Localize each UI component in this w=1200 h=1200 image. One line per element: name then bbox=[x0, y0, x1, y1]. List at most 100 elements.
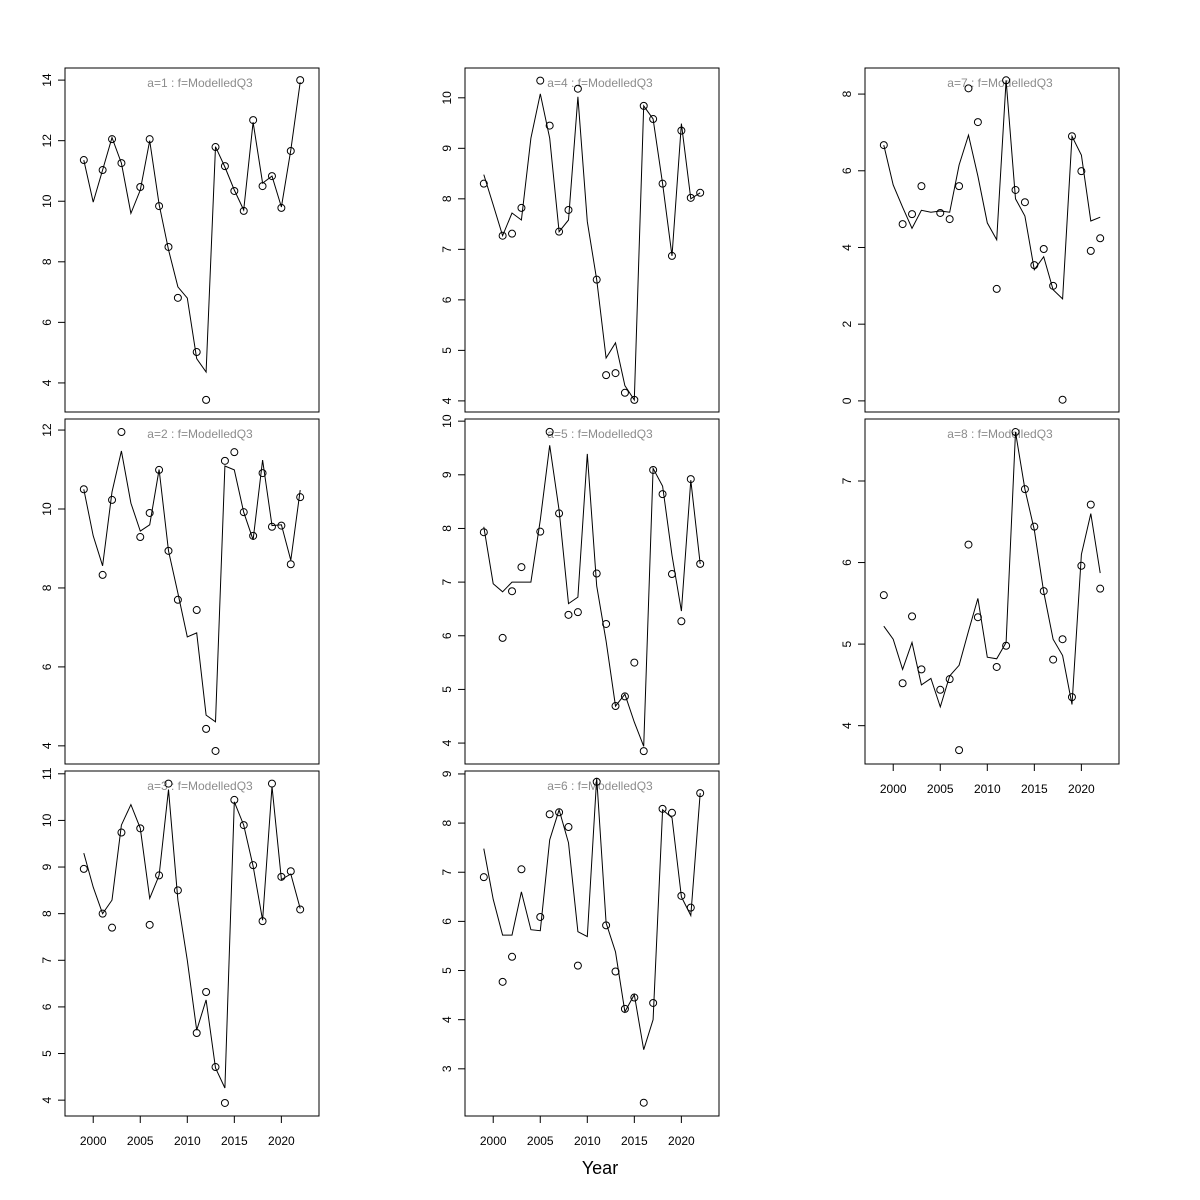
observed-point bbox=[136, 183, 145, 192]
observed-point bbox=[1067, 132, 1076, 141]
y-tick-label: 10 bbox=[40, 502, 54, 516]
observed-point bbox=[164, 546, 173, 555]
x-tick-label: 2005 bbox=[527, 1134, 554, 1148]
observed-point bbox=[536, 912, 545, 921]
observed-point bbox=[536, 76, 545, 85]
observed-point bbox=[108, 923, 117, 932]
observed-point bbox=[258, 917, 267, 926]
observed-point bbox=[498, 231, 507, 240]
observed-point bbox=[508, 952, 517, 961]
observed-point bbox=[267, 522, 276, 531]
observed-point bbox=[686, 193, 695, 202]
observed-point bbox=[602, 619, 611, 628]
observed-point bbox=[573, 84, 582, 93]
panel-title: a=2 : f=ModelledQ3 bbox=[147, 427, 253, 441]
observed-point bbox=[155, 202, 164, 211]
observed-point bbox=[1011, 185, 1020, 194]
observed-point bbox=[117, 828, 126, 837]
observed-point bbox=[992, 662, 1001, 671]
observed-point bbox=[555, 808, 564, 817]
y-tick-label: 9 bbox=[440, 145, 454, 152]
panel-title: a=7 : f=ModelledQ3 bbox=[947, 76, 1053, 90]
modelled-line bbox=[83, 82, 301, 374]
observed-point bbox=[1020, 198, 1029, 207]
observed-point bbox=[277, 521, 286, 530]
y-tick-label: 10 bbox=[40, 194, 54, 208]
observed-point bbox=[936, 208, 945, 217]
observed-point bbox=[239, 206, 248, 215]
observed-point bbox=[211, 143, 220, 152]
observed-point bbox=[249, 116, 258, 125]
observed-point bbox=[696, 559, 705, 568]
observed-point bbox=[658, 179, 667, 188]
panel-frame bbox=[64, 418, 320, 765]
observed-point bbox=[108, 135, 117, 144]
observed-point bbox=[1077, 561, 1086, 570]
observed-point bbox=[108, 495, 117, 504]
observed-point bbox=[286, 146, 295, 155]
y-tick-label: 7 bbox=[40, 957, 54, 964]
observed-point bbox=[917, 665, 926, 674]
observed-point bbox=[1030, 522, 1039, 531]
observed-point bbox=[220, 456, 229, 465]
observed-point bbox=[286, 867, 295, 876]
observed-point bbox=[173, 595, 182, 604]
y-tick-label: 12 bbox=[40, 134, 54, 148]
panel-title: a=6 : f=ModelledQ3 bbox=[547, 779, 653, 793]
y-tick-label: 4 bbox=[440, 1016, 454, 1023]
x-tick-label: 2010 bbox=[174, 1134, 201, 1148]
observed-point bbox=[955, 746, 964, 755]
observed-point bbox=[545, 121, 554, 130]
panel-4: 4 5 6 7 8 9 10 a=4 : f=ModelledQ3 bbox=[440, 67, 720, 413]
y-tick-label: 8 bbox=[840, 90, 854, 97]
panel-3: 4 5 6 7 8 9 10 11 2000 2005 2010 2015 2020 a=3 : f=Mo… bbox=[40, 767, 320, 1148]
observed-point bbox=[555, 509, 564, 518]
observed-point bbox=[211, 746, 220, 755]
observed-point bbox=[517, 203, 526, 212]
observed-point bbox=[98, 570, 107, 579]
observed-point bbox=[1067, 693, 1076, 702]
y-tick-label: 6 bbox=[440, 632, 454, 639]
observed-point bbox=[964, 540, 973, 549]
observed-point bbox=[611, 702, 620, 711]
observed-point bbox=[117, 428, 126, 437]
panel-title: a=5 : f=ModelledQ3 bbox=[547, 427, 653, 441]
y-tick-label: 10 bbox=[40, 813, 54, 827]
x-tick-label: 2020 bbox=[668, 1134, 695, 1148]
modelled-line bbox=[483, 777, 701, 1050]
observed-point bbox=[1039, 587, 1048, 596]
observed-point bbox=[508, 229, 517, 238]
observed-point bbox=[908, 612, 917, 621]
y-tick-label: 5 bbox=[440, 967, 454, 974]
x-tick-label: 2005 bbox=[927, 782, 954, 796]
y-tick-label: 4 bbox=[840, 722, 854, 729]
y-tick-label: 6 bbox=[40, 319, 54, 326]
y-tick-label: 14 bbox=[40, 73, 54, 87]
observed-point bbox=[479, 528, 488, 537]
observed-point bbox=[1049, 655, 1058, 664]
observed-point bbox=[202, 724, 211, 733]
observed-point bbox=[1086, 246, 1095, 255]
panel-frame bbox=[464, 67, 720, 413]
observed-point bbox=[592, 777, 601, 786]
modelled-line bbox=[83, 786, 301, 1089]
y-tick-label: 8 bbox=[440, 195, 454, 202]
modelled-line bbox=[483, 93, 701, 402]
observed-point bbox=[677, 126, 686, 135]
modelled-line bbox=[83, 450, 301, 723]
observed-point bbox=[277, 203, 286, 212]
observed-point bbox=[611, 967, 620, 976]
observed-point bbox=[98, 166, 107, 175]
observed-point bbox=[145, 920, 154, 929]
y-tick-label: 4 bbox=[440, 397, 454, 404]
y-tick-label: 5 bbox=[440, 347, 454, 354]
observed-point bbox=[649, 465, 658, 474]
observed-point bbox=[517, 563, 526, 572]
observed-point bbox=[573, 961, 582, 970]
observed-point bbox=[639, 1098, 648, 1107]
x-tick-label: 2000 bbox=[80, 1134, 107, 1148]
observed-point bbox=[696, 789, 705, 798]
observed-point bbox=[611, 369, 620, 378]
y-tick-label: 6 bbox=[40, 1003, 54, 1010]
